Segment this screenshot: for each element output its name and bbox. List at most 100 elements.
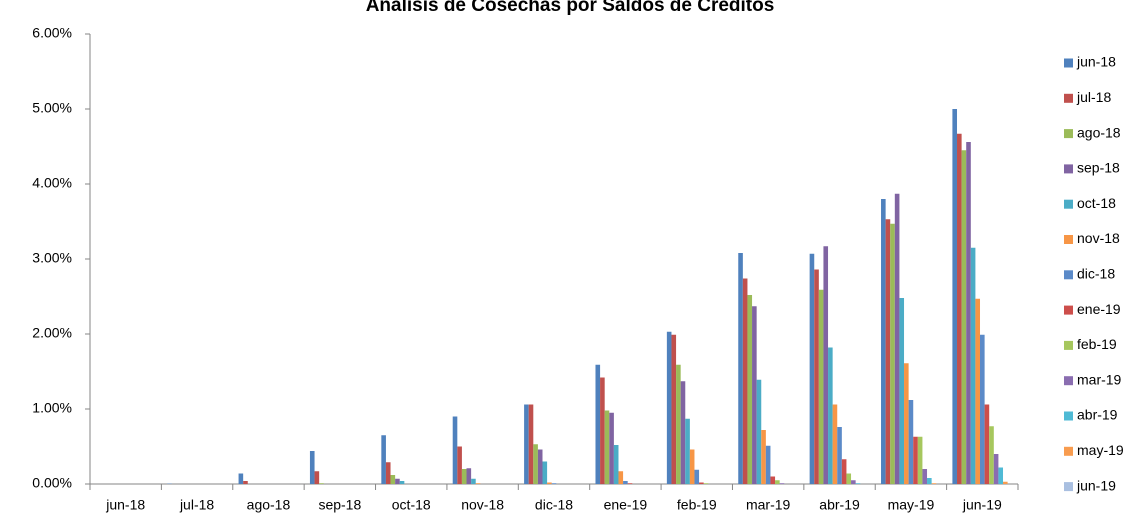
bar xyxy=(471,478,476,484)
bar xyxy=(899,298,905,484)
bar xyxy=(238,473,244,484)
legend-swatch xyxy=(1064,376,1073,386)
bar xyxy=(970,247,976,484)
x-tick-label: jun-19 xyxy=(962,497,1002,513)
bar xyxy=(984,404,990,484)
bar xyxy=(524,404,529,484)
bar xyxy=(904,363,909,484)
bar xyxy=(885,219,891,484)
bar xyxy=(703,483,709,484)
legend-label: may-19 xyxy=(1077,442,1124,458)
legend-swatch xyxy=(1064,482,1073,492)
legend-swatch xyxy=(1064,93,1073,103)
bar xyxy=(747,295,753,484)
bar xyxy=(855,483,861,484)
bar xyxy=(975,298,981,484)
bar xyxy=(595,364,601,484)
x-tick-label: feb-19 xyxy=(677,497,717,513)
bar xyxy=(927,478,932,484)
legend-swatch xyxy=(1064,235,1073,244)
legend-swatch xyxy=(1064,305,1073,315)
legend-swatch xyxy=(1064,164,1073,174)
bar xyxy=(243,481,248,484)
bar xyxy=(319,483,324,484)
bar xyxy=(823,246,829,484)
bar xyxy=(961,150,967,484)
bar xyxy=(837,427,842,484)
bar xyxy=(680,381,686,484)
legend-label: dic-18 xyxy=(1077,266,1115,282)
x-tick-label: dic-18 xyxy=(535,497,573,513)
bar xyxy=(547,482,552,484)
bar xyxy=(966,142,971,484)
bar xyxy=(466,468,472,484)
bar xyxy=(761,430,766,484)
legend-swatch xyxy=(1064,340,1073,350)
bar xyxy=(957,133,962,484)
bar xyxy=(618,471,624,484)
x-tick-label: may-19 xyxy=(888,497,935,513)
x-tick-label: abr-19 xyxy=(819,497,860,513)
bar xyxy=(381,435,386,484)
legend-swatch xyxy=(1064,411,1073,421)
bar xyxy=(461,469,467,484)
bar xyxy=(528,404,534,484)
bar xyxy=(756,379,762,484)
bar xyxy=(851,480,856,484)
bar xyxy=(980,334,985,484)
bar xyxy=(890,223,895,484)
y-tick-label: 0.00% xyxy=(32,475,72,491)
bar xyxy=(604,410,610,484)
legend-label: ene-19 xyxy=(1077,301,1121,317)
legend-swatch xyxy=(1064,129,1073,139)
x-tick-label: ene-19 xyxy=(604,497,648,513)
bar xyxy=(609,412,614,484)
bar xyxy=(694,469,700,484)
bar xyxy=(613,445,619,484)
x-tick-label: sep-18 xyxy=(318,497,361,513)
legend-label: nov-18 xyxy=(1077,230,1120,246)
bar xyxy=(770,476,776,484)
y-tick-label: 4.00% xyxy=(32,175,72,191)
bar xyxy=(765,445,771,484)
bar xyxy=(952,109,958,484)
bar xyxy=(457,446,462,484)
legend-swatch xyxy=(1064,58,1073,68)
bar xyxy=(742,278,748,484)
legend-label: jun-18 xyxy=(1076,54,1116,70)
bar xyxy=(775,480,780,484)
bar xyxy=(908,400,914,484)
legend-label: sep-18 xyxy=(1077,160,1120,176)
y-tick-label: 1.00% xyxy=(32,400,72,416)
bar xyxy=(600,377,605,484)
bar xyxy=(537,449,543,484)
bar xyxy=(989,426,994,484)
bar xyxy=(475,483,481,484)
y-tick-label: 5.00% xyxy=(32,100,72,116)
x-tick-label: jul-18 xyxy=(179,497,214,513)
bar xyxy=(814,269,819,484)
bar xyxy=(998,467,1004,484)
bar xyxy=(832,404,838,484)
bar xyxy=(917,436,923,484)
legend-swatch xyxy=(1064,199,1073,209)
x-tick-label: mar-19 xyxy=(746,497,791,513)
legend-label: ago-18 xyxy=(1077,124,1121,140)
x-tick-label: nov-18 xyxy=(461,497,504,513)
bar xyxy=(551,483,557,484)
bar xyxy=(685,418,690,484)
bar xyxy=(841,459,847,484)
bar xyxy=(533,444,538,484)
bar xyxy=(623,481,628,484)
bar xyxy=(993,454,999,484)
bar xyxy=(671,334,677,484)
bar xyxy=(779,483,785,484)
bar xyxy=(395,478,400,484)
bar xyxy=(309,451,315,484)
bar xyxy=(818,289,824,484)
bar xyxy=(666,331,672,484)
bar xyxy=(894,193,900,484)
legend-label: jun-19 xyxy=(1076,477,1116,493)
x-tick-label: jun-18 xyxy=(105,497,145,513)
